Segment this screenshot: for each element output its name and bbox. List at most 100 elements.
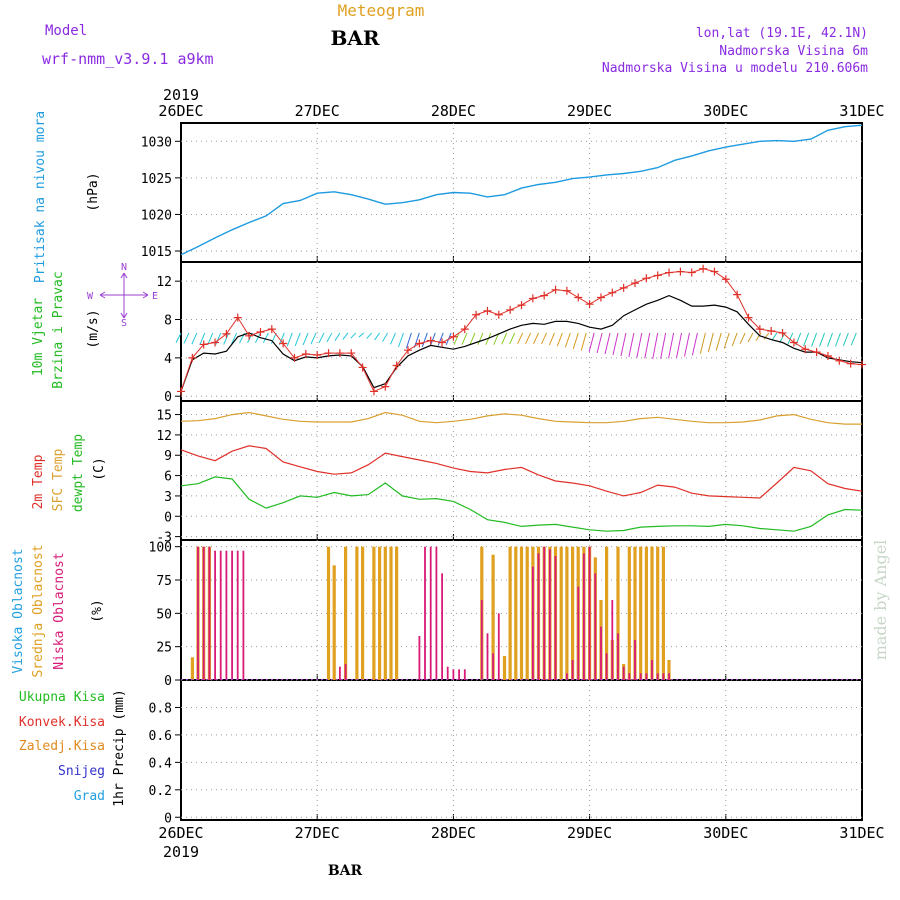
wind-barb: [207, 332, 214, 345]
gust-marker: [267, 325, 276, 334]
y-tick-label: 0.4: [149, 756, 173, 771]
gust-marker: [540, 291, 549, 300]
mid-cloud-ylabel: Srednja Oblacnost: [31, 544, 46, 677]
temp-ylabel-units: (C): [92, 457, 107, 480]
wind-barb: [382, 332, 389, 342]
compass-w: W: [87, 291, 94, 302]
wind-barb: [715, 332, 722, 351]
gust-marker: [426, 336, 435, 345]
x-tick-label-bottom: 30DEC: [703, 824, 748, 842]
low-cloud-bar: [668, 673, 670, 680]
x-tick-label-top: 29DEC: [567, 102, 612, 120]
x-tick-label-top: 28DEC: [431, 102, 476, 120]
low-cloud-bar: [441, 573, 443, 680]
low-cloud-bar: [611, 600, 614, 680]
wind-barb: [596, 332, 603, 354]
legend-convective-rain: Konvek.Kisa: [19, 715, 105, 730]
y-tick-label: 0.2: [149, 784, 172, 799]
x-tick-label-bottom: 27DEC: [295, 824, 340, 842]
gust-marker: [449, 332, 458, 341]
gust-marker: [222, 329, 231, 338]
wind-barb: [223, 332, 230, 345]
gust-marker: [358, 363, 367, 372]
mid-cloud-bar: [605, 546, 609, 680]
mid-cloud-bar: [361, 546, 365, 680]
low-cloud-bar: [634, 640, 636, 680]
wind-barb: [421, 332, 428, 348]
low-cloud-bar: [588, 546, 591, 680]
wind-barb: [819, 332, 826, 347]
panel-frames: [180, 122, 863, 821]
mid-cloud-bar: [378, 546, 382, 680]
wind-barb: [525, 332, 532, 344]
gust-marker: [778, 328, 787, 337]
mid-cloud-bar: [355, 546, 359, 680]
gust-marker: [313, 350, 322, 359]
y-tick-label: 0.6: [149, 729, 172, 744]
lonlat-label: lon,lat (19.1E, 42.1N): [696, 26, 868, 41]
wind-barb: [827, 332, 833, 347]
gust-marker: [733, 290, 742, 299]
pressure-ylabel-title: Pritisak na nivou mora: [33, 111, 48, 283]
gust-marker: [551, 285, 560, 294]
gust-marker: [585, 300, 594, 309]
gust-marker: [596, 293, 605, 302]
wind-barb: [390, 332, 396, 345]
y-tick-label: 0: [164, 674, 172, 689]
gust-marker: [335, 349, 344, 358]
gust-marker: [642, 274, 651, 283]
wind-barb: [366, 332, 373, 339]
wind-barb: [262, 332, 269, 343]
low-cloud-bar: [571, 660, 574, 680]
wind-barb: [286, 332, 293, 347]
low-cloud-bar: [594, 573, 597, 680]
precip-panel: Ukupna Kisa Konvek.Kisa Zaledj.Kisa Snij…: [19, 680, 862, 826]
wind-barb: [199, 332, 206, 345]
wind-barb: [660, 332, 667, 359]
low-cloud-bar: [435, 546, 438, 680]
gust-marker: [665, 268, 674, 277]
wind-barb: [707, 332, 714, 353]
low-cloud-bar: [651, 660, 653, 680]
gust-marker: [381, 382, 390, 391]
wind-barb: [803, 332, 810, 347]
wind-barb: [358, 332, 365, 338]
cloud-plot: 0 25 50 75 100: [149, 540, 862, 689]
y-tick-label: -3: [156, 531, 172, 546]
temperature-panel: 2m Temp SFC Temp dewpt Temp (C) -3 0 3 6 9 12…: [31, 401, 863, 546]
wind-barb: [255, 332, 261, 343]
low-cloud-bar: [639, 673, 642, 680]
low-cloud-bar: [492, 653, 494, 680]
low-cloud-bar: [339, 666, 341, 680]
model-label: Model: [45, 23, 87, 39]
wind-barb: [644, 332, 651, 359]
wind-barb: [668, 332, 675, 359]
gust-marker: [199, 340, 208, 349]
gust-marker: [744, 313, 753, 322]
gust-marker: [801, 345, 810, 354]
wind-barb: [604, 332, 611, 355]
wind-barb: [342, 332, 349, 340]
wind-barb: [683, 332, 690, 357]
wind-barb: [302, 332, 309, 346]
wind-barb: [755, 332, 762, 341]
gust-marker: [823, 351, 832, 360]
wind-barb: [676, 332, 683, 359]
gust-marker: [517, 301, 526, 310]
wind-plot: 0 4 8 12: [156, 262, 866, 405]
low-cloud-bar: [543, 546, 546, 680]
wind-barb: [795, 332, 802, 346]
y-tick-label: 1015: [141, 245, 172, 260]
meteogram-title: Meteogram: [338, 1, 425, 20]
gust-marker: [415, 339, 424, 348]
low-cloud-bar: [662, 673, 665, 680]
compass-e: E: [152, 291, 158, 302]
wind-barb: [517, 332, 524, 344]
wind-barb: [191, 332, 198, 345]
low-cloud-ylabel: Niska Oblacnost: [52, 552, 67, 669]
y-tick-label: 25: [156, 641, 172, 656]
low-cloud-bar: [566, 673, 568, 680]
elevation-label: Nadmorska Visina 6m: [719, 44, 868, 59]
gust-marker: [369, 387, 378, 396]
